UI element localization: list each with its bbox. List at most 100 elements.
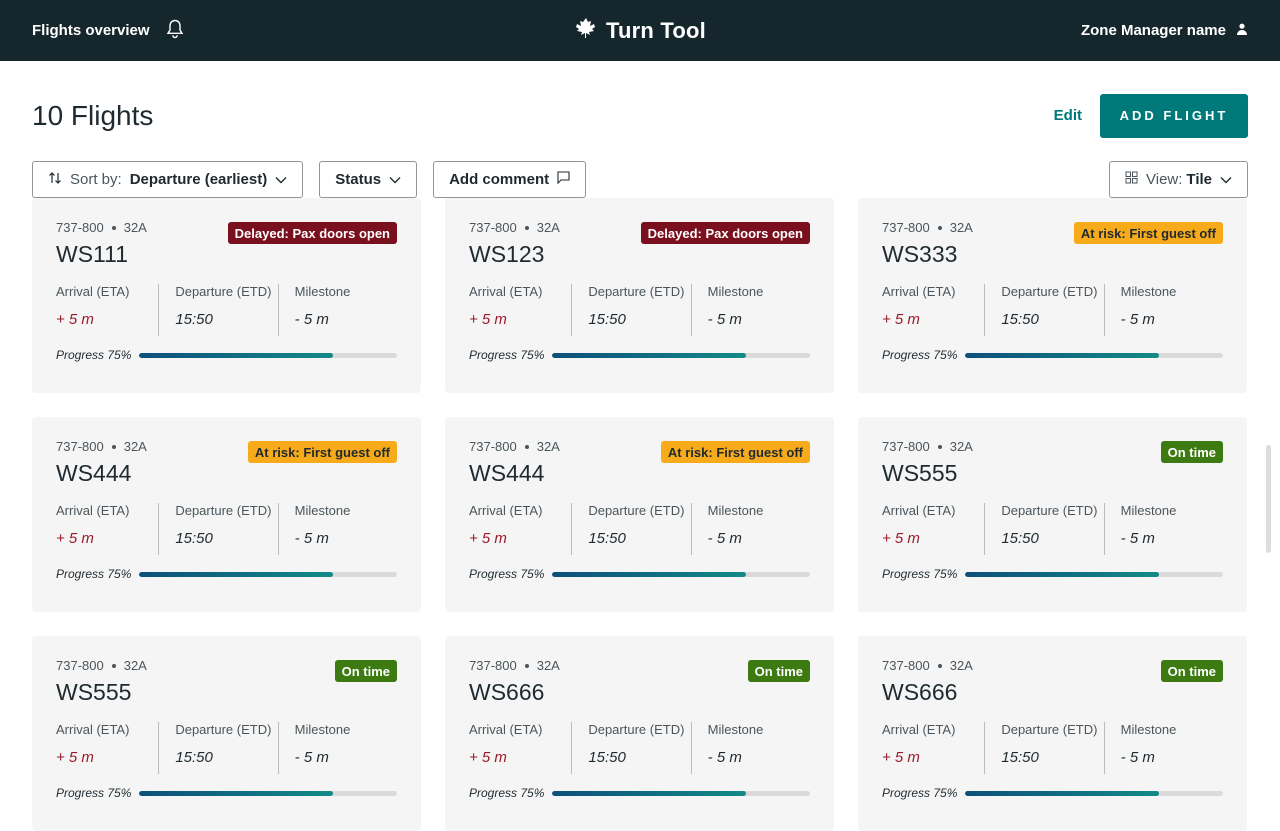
milestone-label: Milestone xyxy=(294,503,351,518)
add-flight-button[interactable]: ADD FLIGHT xyxy=(1100,93,1248,138)
progress-label: Progress 75% xyxy=(469,348,545,362)
flight-number: WS555 xyxy=(56,679,132,705)
aircraft-type: 737-800 xyxy=(56,220,104,235)
progress-fill xyxy=(552,571,746,577)
progress-track xyxy=(552,790,810,796)
flight-meta: 737-800 32A xyxy=(882,439,1223,454)
arrival-value: + 5 m xyxy=(882,749,920,766)
separator-dot xyxy=(524,225,529,230)
progress-fill xyxy=(139,571,333,577)
app-brand: Turn Tool xyxy=(574,17,706,45)
progress-row: Progress 75% xyxy=(882,567,1223,581)
flight-number: WS444 xyxy=(469,460,545,486)
arrival-label: Arrival (ETA) xyxy=(882,284,956,299)
milestone-value: - 5 m xyxy=(707,311,742,328)
milestone-column: Milestone - 5 m xyxy=(690,722,810,774)
app-title: Turn Tool xyxy=(606,17,706,43)
flight-card[interactable]: 737-800 32A On time WS666 Arrival (ETA) … xyxy=(445,636,834,831)
status-badge: Delayed: Pax doors open xyxy=(227,222,397,244)
departure-column: Departure (ETD) 15:50 xyxy=(571,284,690,336)
departure-label: Departure (ETD) xyxy=(588,284,685,299)
separator-dot xyxy=(937,663,942,668)
progress-row: Progress 75% xyxy=(56,786,397,800)
progress-row: Progress 75% xyxy=(882,348,1223,362)
filter-bar: Sort by: Departure (earliest) Status Add… xyxy=(0,161,1280,198)
departure-label: Departure (ETD) xyxy=(588,722,685,737)
user-name: Zone Manager name xyxy=(1080,22,1226,39)
progress-row: Progress 75% xyxy=(56,348,397,362)
flight-times: Arrival (ETA) + 5 m Departure (ETD) 15:5… xyxy=(56,722,397,774)
departure-label: Departure (ETD) xyxy=(175,722,272,737)
arrival-value: + 5 m xyxy=(56,530,94,547)
arrival-value: + 5 m xyxy=(882,530,920,547)
departure-label: Departure (ETD) xyxy=(175,503,272,518)
flight-meta: 737-800 32A xyxy=(469,220,810,235)
bell-icon[interactable] xyxy=(166,19,184,43)
flight-meta: 737-800 32A xyxy=(56,439,397,454)
flight-number: WS666 xyxy=(882,679,958,705)
milestone-label: Milestone xyxy=(707,284,764,299)
arrival-label: Arrival (ETA) xyxy=(469,722,543,737)
app-header: Flights overview Turn Tool Zone Manager … xyxy=(0,0,1280,61)
arrival-value: + 5 m xyxy=(56,749,94,766)
flight-card[interactable]: 737-800 32A Delayed: Pax doors open WS11… xyxy=(32,198,421,393)
arrival-column: Arrival (ETA) + 5 m xyxy=(882,503,984,555)
flight-times: Arrival (ETA) + 5 m Departure (ETD) 15:5… xyxy=(882,722,1223,774)
flight-times: Arrival (ETA) + 5 m Departure (ETD) 15:5… xyxy=(882,284,1223,336)
flight-card[interactable]: 737-800 32A At risk: First guest off WS4… xyxy=(445,417,834,612)
status-badge: At risk: First guest off xyxy=(1073,222,1223,244)
flight-meta: 737-800 32A xyxy=(469,658,810,673)
progress-track xyxy=(139,352,397,358)
arrival-column: Arrival (ETA) + 5 m xyxy=(56,722,158,774)
departure-value: 15:50 xyxy=(1001,749,1039,766)
flight-card[interactable]: 737-800 32A At risk: First guest off WS3… xyxy=(858,198,1247,393)
progress-track xyxy=(139,790,397,796)
flight-card-grid: 737-800 32A Delayed: Pax doors open WS11… xyxy=(32,198,1248,831)
add-comment-button[interactable]: Add comment xyxy=(433,161,587,198)
departure-label: Departure (ETD) xyxy=(1001,722,1098,737)
edit-link[interactable]: Edit xyxy=(1053,107,1082,124)
milestone-value: - 5 m xyxy=(294,749,329,766)
status-dropdown[interactable]: Status xyxy=(319,161,418,198)
milestone-column: Milestone - 5 m xyxy=(690,284,810,336)
sort-dropdown[interactable]: Sort by: Departure (earliest) xyxy=(32,161,304,198)
departure-label: Departure (ETD) xyxy=(175,284,272,299)
progress-label: Progress 75% xyxy=(469,567,545,581)
aircraft-type: 737-800 xyxy=(882,658,930,673)
progress-row: Progress 75% xyxy=(469,567,810,581)
arrival-value: + 5 m xyxy=(56,311,94,328)
progress-row: Progress 75% xyxy=(56,567,397,581)
flights-overview-nav[interactable]: Flights overview xyxy=(32,19,184,43)
flight-number: WS333 xyxy=(882,241,958,267)
departure-column: Departure (ETD) 15:50 xyxy=(984,722,1103,774)
progress-fill xyxy=(552,790,746,796)
aircraft-type: 737-800 xyxy=(469,658,517,673)
departure-value: 15:50 xyxy=(175,311,213,328)
milestone-column: Milestone - 5 m xyxy=(277,722,397,774)
flight-card[interactable]: 737-800 32A At risk: First guest off WS4… xyxy=(32,417,421,612)
separator-dot xyxy=(937,444,942,449)
flight-times: Arrival (ETA) + 5 m Departure (ETD) 15:5… xyxy=(469,722,810,774)
departure-label: Departure (ETD) xyxy=(1001,284,1098,299)
flight-card[interactable]: 737-800 32A Delayed: Pax doors open WS12… xyxy=(445,198,834,393)
milestone-label: Milestone xyxy=(1120,503,1177,518)
progress-fill xyxy=(965,571,1159,577)
arrival-value: + 5 m xyxy=(469,530,507,547)
flight-card[interactable]: 737-800 32A On time WS666 Arrival (ETA) … xyxy=(858,636,1247,831)
flight-times: Arrival (ETA) + 5 m Departure (ETD) 15:5… xyxy=(882,503,1223,555)
sort-icon xyxy=(48,171,62,189)
view-dropdown[interactable]: View: Tile xyxy=(1109,161,1248,198)
flight-card[interactable]: 737-800 32A On time WS555 Arrival (ETA) … xyxy=(858,417,1247,612)
flight-card[interactable]: 737-800 32A On time WS555 Arrival (ETA) … xyxy=(32,636,421,831)
user-menu[interactable]: Zone Manager name xyxy=(1081,22,1248,39)
departure-label: Departure (ETD) xyxy=(1001,503,1098,518)
aircraft-type: 737-800 xyxy=(469,220,517,235)
view-prefix: View: xyxy=(1146,171,1183,188)
milestone-value: - 5 m xyxy=(294,311,329,328)
flight-times: Arrival (ETA) + 5 m Departure (ETD) 15:5… xyxy=(56,284,397,336)
progress-track xyxy=(965,571,1223,577)
separator-dot xyxy=(111,225,116,230)
departure-column: Departure (ETD) 15:50 xyxy=(158,722,277,774)
milestone-column: Milestone - 5 m xyxy=(1103,722,1223,774)
scrollbar[interactable] xyxy=(1266,445,1271,553)
